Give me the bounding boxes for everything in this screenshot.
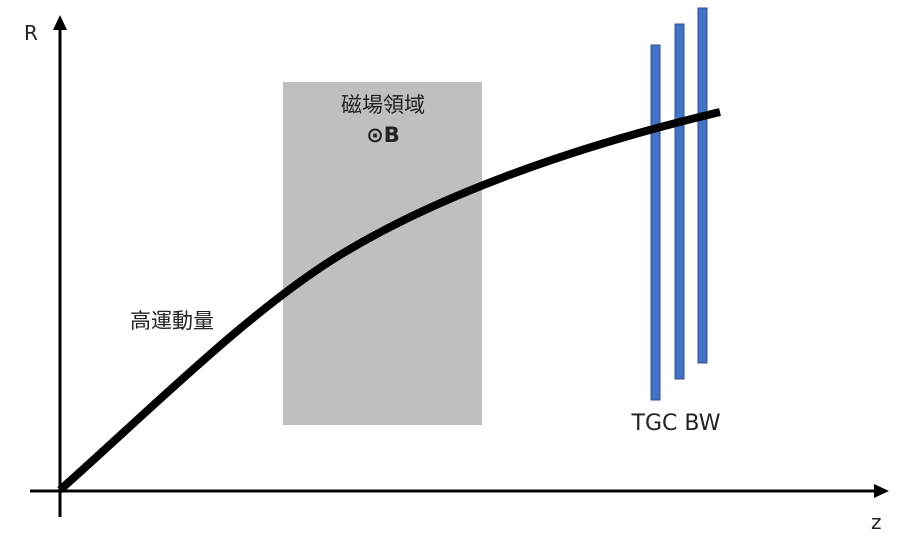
axes xyxy=(30,15,889,517)
y-axis-arrow-icon xyxy=(53,15,67,30)
detector-planes xyxy=(650,7,708,401)
detector-plane-3 xyxy=(697,7,708,364)
detector-plane-1 xyxy=(650,44,661,401)
detector-label: TGC BW xyxy=(631,411,721,436)
x-axis-label: z xyxy=(871,510,882,534)
magnetic-field-title: 磁場領域 xyxy=(341,93,425,117)
magnetic-field-region xyxy=(283,82,482,425)
y-axis-label: R xyxy=(24,21,38,45)
x-axis-arrow-icon xyxy=(874,484,889,498)
magnetic-field-symbol: ⊙B xyxy=(366,123,400,147)
trajectory-label: 高運動量 xyxy=(130,309,214,333)
particle-trajectory xyxy=(57,108,721,493)
detector-plane-2 xyxy=(674,23,685,380)
